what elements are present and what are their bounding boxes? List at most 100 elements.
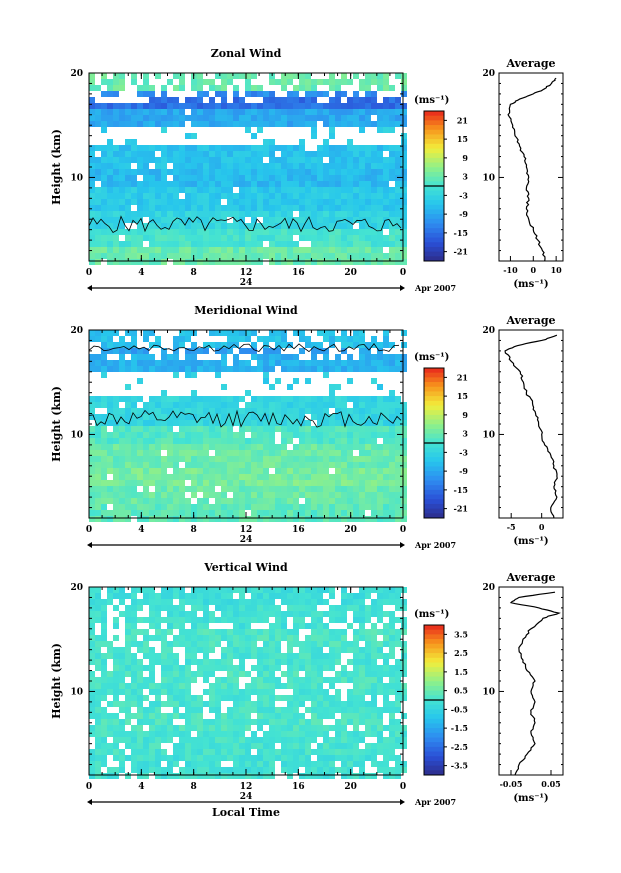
- heatmap-cell: [341, 671, 347, 677]
- heatmap-cell: [125, 432, 131, 438]
- heatmap-cell: [305, 492, 311, 498]
- heatmap-cell: [227, 175, 233, 181]
- heatmap-cell: [365, 444, 371, 450]
- heatmap-cell: [263, 659, 269, 665]
- heatmap-cell: [221, 504, 227, 510]
- heatmap-cell: [191, 486, 197, 492]
- heatmap-cell: [191, 504, 197, 510]
- heatmap-cell: [269, 665, 275, 671]
- heatmap-cell: [185, 755, 191, 761]
- heatmap-cell: [269, 605, 275, 611]
- heatmap-cell: [221, 187, 227, 193]
- heatmap-cell: [323, 599, 329, 605]
- heatmap-cell: [197, 641, 203, 647]
- heatmap-cell: [305, 737, 311, 743]
- heatmap-cell: [131, 73, 137, 79]
- heatmap-cell: [239, 360, 245, 366]
- heatmap-cell: [329, 773, 335, 779]
- heatmap-cell: [101, 689, 107, 695]
- heatmap-cell: [95, 157, 101, 163]
- heatmap-cell: [323, 761, 329, 767]
- heatmap-cell: [125, 635, 131, 641]
- heatmap-cell: [395, 247, 401, 253]
- heatmap-cell: [365, 725, 371, 731]
- heatmap-cell: [173, 342, 179, 348]
- heatmap-cell: [113, 408, 119, 414]
- heatmap-cell: [215, 599, 221, 605]
- heatmap-cell: [347, 247, 353, 253]
- heatmap-cell: [383, 611, 389, 617]
- heatmap-cell: [299, 187, 305, 193]
- heatmap-cell: [161, 103, 167, 109]
- heatmap-cell: [329, 474, 335, 480]
- heatmap-cell: [389, 767, 395, 773]
- heatmap-cell: [329, 187, 335, 193]
- heatmap-cell: [137, 504, 143, 510]
- heatmap-cell: [89, 109, 95, 115]
- heatmap-cell: [119, 701, 125, 707]
- heatmap-cell: [143, 360, 149, 366]
- heatmap-cell: [353, 641, 359, 647]
- heatmap-cell: [377, 492, 383, 498]
- heatmap-cell: [119, 683, 125, 689]
- heatmap-cell: [131, 761, 137, 767]
- heatmap-cell: [281, 223, 287, 229]
- heatmap-cell: [305, 516, 311, 522]
- heatmap-cell: [269, 157, 275, 163]
- heatmap-cell: [347, 713, 353, 719]
- heatmap-cell: [179, 755, 185, 761]
- heatmap-cell: [95, 199, 101, 205]
- heatmap-cell: [233, 743, 239, 749]
- heatmap-cell: [137, 767, 143, 773]
- heatmap-cell: [137, 450, 143, 456]
- colorbar-band: [424, 653, 444, 659]
- heatmap-cell: [251, 342, 257, 348]
- colorbar-band: [424, 714, 444, 720]
- heatmap-cell: [191, 366, 197, 372]
- heatmap-cell: [203, 402, 209, 408]
- heatmap-cell: [89, 73, 95, 79]
- heatmap-cell: [101, 444, 107, 450]
- heatmap-cell: [125, 229, 131, 235]
- heatmap-cell: [257, 169, 263, 175]
- heatmap-cell: [377, 396, 383, 402]
- heatmap-cell: [185, 133, 191, 139]
- heatmap-cell: [371, 474, 377, 480]
- heatmap-cell: [149, 85, 155, 91]
- heatmap-cell: [233, 719, 239, 725]
- heatmap-cell: [335, 151, 341, 157]
- heatmap-cell: [281, 761, 287, 767]
- heatmap-cell: [347, 659, 353, 665]
- heatmap-cell: [329, 761, 335, 767]
- heatmap-cell: [371, 647, 377, 653]
- heatmap-cell: [113, 199, 119, 205]
- heatmap-cell: [395, 695, 401, 701]
- heatmap-cell: [131, 689, 137, 695]
- heatmap-cell: [329, 103, 335, 109]
- heatmap-cell: [311, 653, 317, 659]
- heatmap-cell: [143, 402, 149, 408]
- heatmap-cell: [191, 372, 197, 378]
- heatmap-cell: [245, 193, 251, 199]
- heatmap-cell: [101, 247, 107, 253]
- heatmap-cell: [341, 587, 347, 593]
- heatmap-cell: [203, 516, 209, 522]
- heatmap-cell: [197, 223, 203, 229]
- heatmap-cell: [167, 115, 173, 121]
- heatmap-cell: [377, 516, 383, 522]
- heatmap-cell: [401, 671, 407, 677]
- heatmap-cell: [347, 438, 353, 444]
- heatmap-cell: [125, 426, 131, 432]
- heatmap-cell: [95, 749, 101, 755]
- heatmap-cell: [149, 103, 155, 109]
- heatmap-cell: [179, 187, 185, 193]
- heatmap-cell: [269, 516, 275, 522]
- heatmap-cell: [299, 641, 305, 647]
- heatmap-cell: [311, 492, 317, 498]
- heatmap-cell: [155, 193, 161, 199]
- heatmap-cell: [107, 486, 113, 492]
- heatmap-cell: [383, 85, 389, 91]
- heatmap-cell: [161, 259, 167, 265]
- heatmap-cell: [161, 719, 167, 725]
- heatmap-cell: [107, 396, 113, 402]
